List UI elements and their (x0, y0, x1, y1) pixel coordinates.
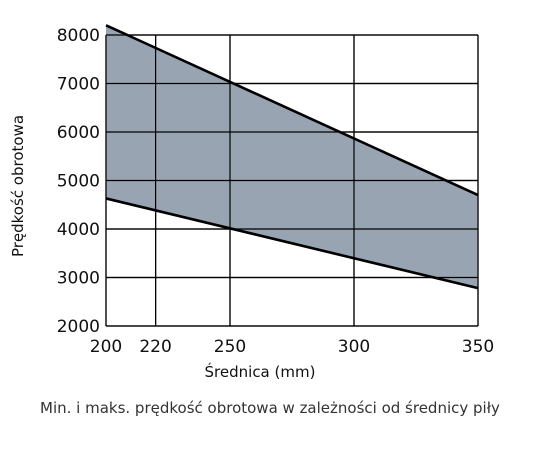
chart: 2000 3000 4000 5000 6000 7000 8000 200 220 250 300… (9, 24, 494, 381)
speed-band (105, 24, 479, 327)
max-speed-line (105, 24, 479, 197)
chart-caption: Min. i maks. prędkość obrotowa w zależno… (40, 399, 500, 417)
y-axis-label: Prędkość obrotowa (9, 115, 27, 257)
y-tick-label: 6000 (57, 123, 100, 143)
x-tick-label: 200 (90, 337, 122, 357)
x-tick-label: 220 (139, 337, 171, 357)
y-tick-label: 2000 (57, 317, 100, 337)
y-tick-label: 3000 (57, 269, 100, 289)
y-tick-label: 7000 (57, 75, 100, 95)
tick-labels: 2000 3000 4000 5000 6000 7000 8000 200 220 250 300… (57, 26, 494, 357)
x-axis-label: Średnica (mm) (205, 362, 316, 381)
min-speed-line (105, 197, 479, 290)
x-tick-label: 250 (214, 337, 246, 357)
x-tick-label: 300 (338, 337, 370, 357)
y-tick-label: 5000 (57, 172, 100, 192)
speed-range-area (106, 25, 478, 289)
y-tick-label: 8000 (57, 26, 100, 46)
x-tick-label: 350 (462, 337, 494, 357)
y-tick-label: 4000 (57, 220, 100, 240)
